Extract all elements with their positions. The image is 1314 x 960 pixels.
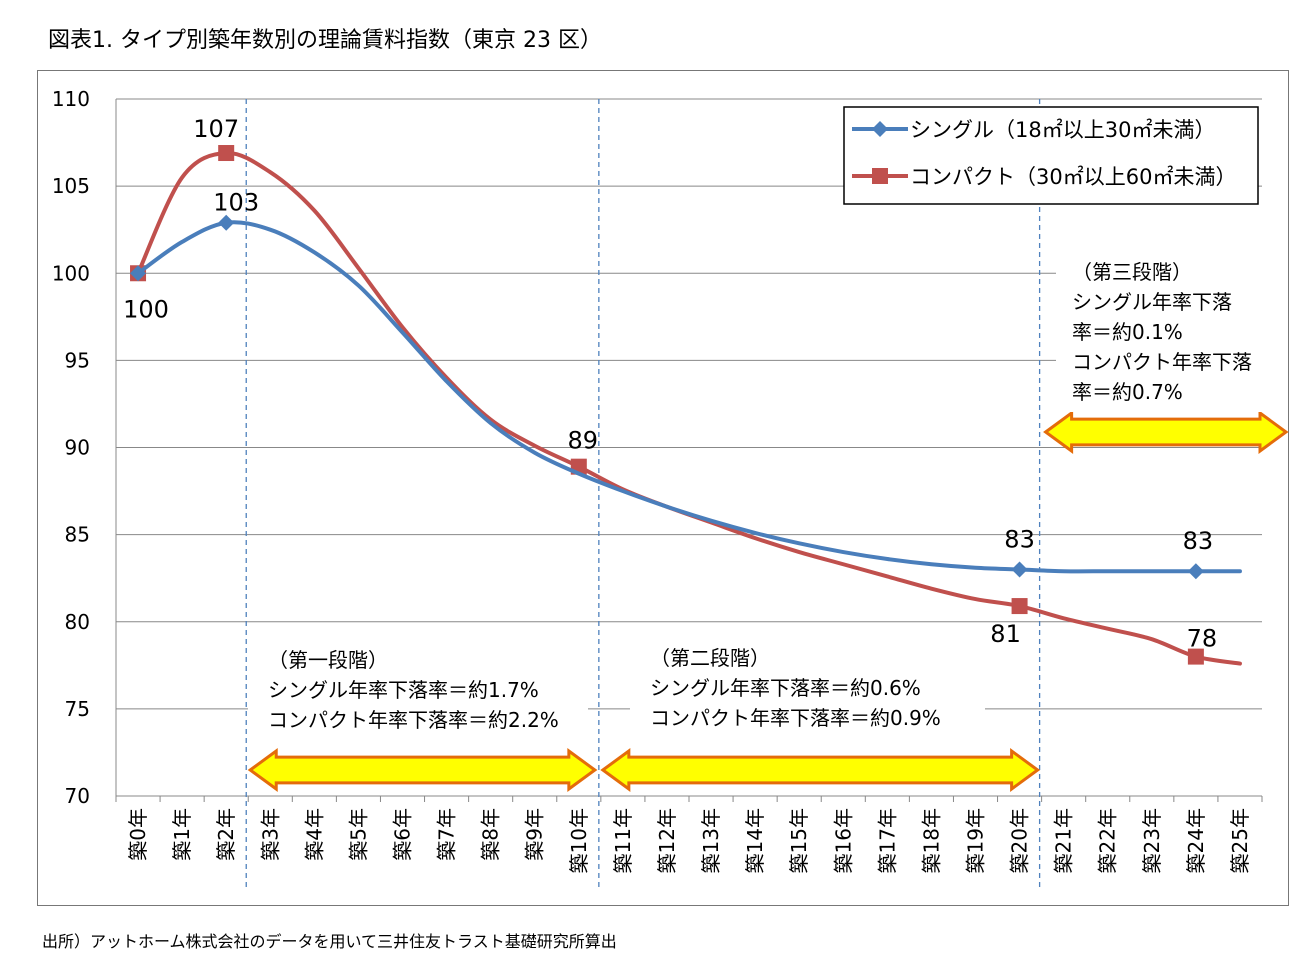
- chart-frame: [37, 70, 1289, 906]
- x-tick-label: 築14年: [743, 808, 767, 873]
- legend: シングル（18㎡以上30㎡未満） コンパクト（30㎡以上60㎡未満）: [843, 106, 1259, 205]
- x-tick-label: 築6年: [391, 808, 415, 861]
- legend-marker: [872, 168, 888, 184]
- data-label: 83: [1183, 527, 1214, 555]
- legend-item: シングル（18㎡以上30㎡未満）: [852, 118, 1215, 142]
- data-label: 78: [1187, 625, 1218, 653]
- data-label: 100: [123, 295, 169, 323]
- stage-arrow: [1043, 410, 1289, 454]
- legend-box: [843, 106, 1259, 205]
- x-tick-label: 築24年: [1184, 808, 1208, 873]
- series-single: [130, 214, 1242, 580]
- x-tick-label: 築17年: [875, 808, 899, 873]
- annotation-line: 率＝約0.1%: [1072, 320, 1183, 344]
- x-tick-label: 築8年: [479, 808, 503, 861]
- data-point: [1187, 648, 1204, 665]
- data-label: 107: [193, 115, 239, 143]
- x-tick-label: 築5年: [346, 808, 370, 861]
- annotation-line: コンパクト年率下落率＝約0.9%: [650, 706, 941, 730]
- stage-arrow: [247, 748, 598, 792]
- stage-annotation: （第二段階） シングル年率下落率＝約0.6% コンパクト年率下落率＝約0.9%: [630, 640, 985, 735]
- x-tick-label: 築19年: [964, 808, 988, 873]
- legend-label: シングル（18㎡以上30㎡未満）: [910, 118, 1215, 142]
- y-tick-label: 70: [65, 784, 90, 808]
- x-tick-label: 築4年: [302, 808, 326, 861]
- x-tick-label: 築10年: [567, 808, 591, 873]
- source-note: 出所）アットホーム株式会社のデータを用いて三井住友トラスト基礎研究所算出: [42, 932, 617, 951]
- x-tick-label: 築13年: [699, 808, 723, 873]
- legend-marker: [872, 121, 888, 137]
- data-label: 89: [568, 427, 599, 455]
- x-tick-label: 築15年: [787, 808, 811, 873]
- data-point: [1011, 598, 1028, 615]
- x-tick-label: 築2年: [214, 808, 238, 861]
- y-tick-label: 100: [52, 261, 90, 285]
- x-tick-label: 築16年: [831, 808, 855, 873]
- x-tick-label: 築20年: [1008, 808, 1032, 873]
- annotation-line: （第一段階）: [268, 648, 388, 672]
- annotation-background: [630, 640, 985, 735]
- data-label: 83: [1004, 525, 1035, 553]
- y-tick-label: 80: [65, 610, 90, 634]
- y-tick-label: 110: [52, 87, 90, 111]
- annotation-background: [1056, 252, 1276, 412]
- annotation-line: シングル年率下落率＝約1.7%: [268, 678, 539, 702]
- y-tick-label: 85: [65, 523, 90, 547]
- annotation-line: コンパクト年率下落: [1072, 350, 1252, 374]
- x-tick-label: 築12年: [655, 808, 679, 873]
- annotation-line: 率＝約0.7%: [1072, 380, 1183, 404]
- data-label: 103: [213, 189, 259, 217]
- x-tick-label: 築7年: [435, 808, 459, 861]
- data-point: [218, 214, 235, 231]
- data-point: [218, 145, 235, 162]
- x-tick-label: 築22年: [1096, 808, 1120, 873]
- y-tick-label: 75: [65, 697, 90, 721]
- legend-label: コンパクト（30㎡以上60㎡未満）: [910, 165, 1236, 189]
- x-tick-label: 築9年: [523, 808, 547, 861]
- x-tick-label: 築11年: [611, 808, 635, 873]
- x-tick-label: 築23年: [1140, 808, 1164, 873]
- x-tick-label: 築1年: [170, 808, 194, 861]
- data-label: 81: [990, 620, 1021, 648]
- annotation-background: [248, 640, 588, 740]
- series-line: [136, 220, 1242, 574]
- x-tick-label: 築0年: [126, 808, 150, 861]
- x-tick-label: 築3年: [258, 808, 282, 861]
- data-point: [1187, 563, 1204, 580]
- annotation-line: シングル年率下落率＝約0.6%: [650, 676, 921, 700]
- stage-arrow: [600, 748, 1041, 792]
- data-point: [1011, 561, 1028, 578]
- legend-item: コンパクト（30㎡以上60㎡未満）: [852, 165, 1236, 189]
- x-tick-label: 築25年: [1228, 808, 1252, 873]
- y-tick-label: 105: [52, 174, 90, 198]
- annotation-line: シングル年率下落: [1072, 290, 1232, 314]
- x-tick-label: 築21年: [1052, 808, 1076, 873]
- y-tick-label: 95: [65, 348, 90, 372]
- stage-annotation: （第三段階） シングル年率下落率＝約0.1% コンパクト年率下落率＝約0.7%: [1056, 252, 1276, 412]
- y-tick-label: 90: [65, 436, 90, 460]
- annotation-line: （第二段階）: [650, 646, 770, 670]
- chart-title: 図表1. タイプ別築年数別の理論賃料指数（東京 23 区）: [48, 28, 602, 53]
- x-tick-label: 築18年: [919, 808, 943, 873]
- annotation-line: （第三段階）: [1072, 260, 1192, 284]
- stage-annotation: （第一段階） シングル年率下落率＝約1.7% コンパクト年率下落率＝約2.2%: [248, 640, 588, 740]
- data-point: [130, 265, 147, 282]
- annotation-line: コンパクト年率下落率＝約2.2%: [268, 708, 559, 732]
